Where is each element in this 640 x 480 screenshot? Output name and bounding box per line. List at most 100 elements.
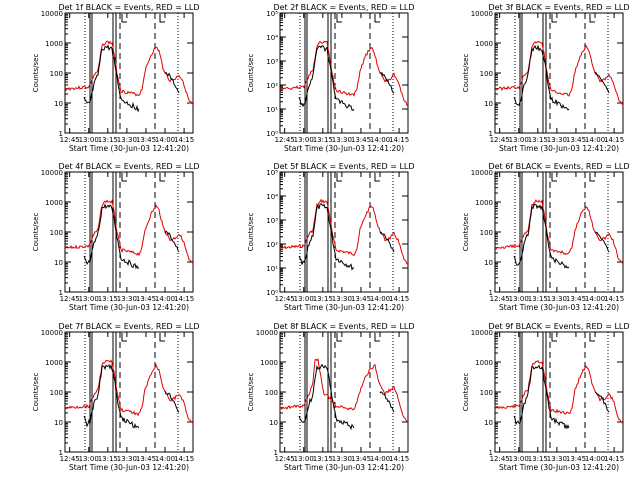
- chart-title: Det 7f BLACK = Events, RED = LLD: [58, 322, 199, 331]
- x-axis-label: Start Time (30-Jun-03 12:41:20): [284, 463, 404, 472]
- x-tick-label: 12:45: [490, 295, 510, 303]
- chart-title: Det 4f BLACK = Events, RED = LLD: [58, 162, 199, 171]
- chart-title: Det 9f BLACK = Events, RED = LLD: [488, 322, 629, 331]
- y-tick-label: 1: [489, 289, 493, 297]
- x-axis-label: Start Time (30-Jun-03 12:41:20): [284, 144, 404, 153]
- y-axis-label: Counts/sec: [462, 213, 470, 252]
- y-axis-label: Counts/sec: [462, 373, 470, 412]
- x-tick-label: 13:30: [332, 295, 352, 303]
- y-tick-label: 1: [59, 289, 63, 297]
- x-tick-label: 13:30: [547, 295, 567, 303]
- flag-marker: [159, 333, 165, 342]
- plot-frame: [64, 12, 194, 134]
- events-series-line: [83, 203, 140, 270]
- x-tick-label: 13:00: [509, 136, 529, 144]
- chart-title: Det 2f BLACK = Events, RED = LLD: [273, 3, 414, 12]
- chart-panel-2: Det 2f BLACK = Events, RED = LLD 10⁰ 10¹ 10…: [247, 3, 415, 153]
- x-axis-label: Start Time (30-Jun-03 12:41:20): [499, 463, 619, 472]
- x-tick-label: 13:00: [509, 455, 529, 463]
- y-tick-label: 10¹: [266, 106, 278, 114]
- events-series-line: [164, 230, 180, 253]
- flag-marker: [589, 333, 595, 342]
- flag-marker: [159, 14, 165, 23]
- lld-series-line: [279, 40, 409, 106]
- y-tick-label: 10⁵: [266, 10, 278, 18]
- y-tick-label: 10000: [471, 169, 493, 177]
- x-tick-label: 13:30: [117, 136, 137, 144]
- y-tick-label: 10⁴: [266, 34, 278, 42]
- events-series-line: [594, 231, 610, 253]
- events-series-line: [594, 71, 610, 94]
- chart-panel-3: Det 3f BLACK = Events, RED = LLD 1 10 100 10…: [462, 3, 630, 153]
- x-tick-label: 13:45: [566, 455, 586, 463]
- y-tick-label: 10⁵: [266, 169, 278, 177]
- x-tick-label: 13:00: [294, 455, 314, 463]
- y-tick-label: 10000: [256, 329, 278, 337]
- y-axis-label: Counts/sec: [32, 54, 40, 93]
- x-tick-label: 13:15: [313, 136, 333, 144]
- y-tick-label: 100: [480, 70, 493, 78]
- lld-series-line: [494, 359, 624, 425]
- x-tick-label: 14:00: [585, 295, 605, 303]
- flag-marker: [589, 14, 595, 23]
- x-tick-label: 13:15: [528, 295, 548, 303]
- x-tick-label: 14:15: [389, 136, 409, 144]
- x-tick-label: 14:00: [155, 295, 175, 303]
- lld-series-line: [64, 359, 194, 425]
- x-tick-label: 12:45: [60, 295, 80, 303]
- y-axis-label: Counts/sec: [462, 54, 470, 93]
- plot-frame: [494, 171, 624, 293]
- x-tick-label: 13:45: [351, 136, 371, 144]
- y-tick-label: 1000: [45, 40, 63, 48]
- y-tick-label: 1000: [45, 199, 63, 207]
- x-tick-label: 13:30: [117, 295, 137, 303]
- x-tick-label: 13:45: [136, 295, 156, 303]
- x-tick-label: 13:30: [547, 455, 567, 463]
- y-tick-label: 100: [50, 229, 63, 237]
- y-axis-label: Counts/sec: [247, 54, 255, 93]
- chart-title: Det 1f BLACK = Events, RED = LLD: [58, 3, 199, 12]
- chart-title: Det 6f BLACK = Events, RED = LLD: [488, 162, 629, 171]
- y-tick-label: 10: [269, 419, 278, 427]
- events-series-line: [164, 390, 180, 413]
- flag-marker: [551, 333, 557, 342]
- x-tick-label: 12:45: [275, 136, 295, 144]
- plot-frame: [64, 171, 194, 293]
- x-tick-label: 12:45: [275, 455, 295, 463]
- y-axis-label: Counts/sec: [32, 213, 40, 252]
- plot-frame: [64, 331, 194, 453]
- y-tick-label: 1000: [260, 359, 278, 367]
- x-axis-label: Start Time (30-Jun-03 12:41:20): [499, 144, 619, 153]
- flag-marker: [374, 14, 380, 23]
- x-tick-label: 13:15: [313, 455, 333, 463]
- x-tick-label: 14:15: [174, 455, 194, 463]
- y-tick-label: 10: [54, 259, 63, 267]
- chart-panel-7: Det 7f BLACK = Events, RED = LLD 1 10 100 10…: [32, 322, 200, 472]
- x-axis-label: Start Time (30-Jun-03 12:41:20): [499, 303, 619, 312]
- x-axis-label: Start Time (30-Jun-03 12:41:20): [69, 463, 189, 472]
- x-tick-label: 13:00: [294, 136, 314, 144]
- x-tick-label: 12:45: [60, 136, 80, 144]
- x-tick-label: 14:15: [389, 455, 409, 463]
- x-tick-label: 13:15: [98, 295, 118, 303]
- x-axis-label: Start Time (30-Jun-03 12:41:20): [284, 303, 404, 312]
- x-tick-label: 13:30: [117, 455, 137, 463]
- y-tick-label: 10000: [41, 169, 63, 177]
- y-tick-label: 1: [59, 130, 63, 138]
- flag-marker: [551, 14, 557, 23]
- x-tick-label: 13:00: [79, 136, 99, 144]
- y-axis-label: Counts/sec: [247, 213, 255, 252]
- events-series-line: [298, 203, 355, 271]
- chart-title: Det 5f BLACK = Events, RED = LLD: [273, 162, 414, 171]
- events-series-line: [83, 44, 140, 113]
- lld-series-line: [494, 40, 624, 106]
- x-tick-label: 14:00: [370, 295, 390, 303]
- plot-frame: [494, 331, 624, 453]
- y-tick-label: 100: [50, 70, 63, 78]
- events-series-line: [379, 231, 395, 253]
- chart-panel-8: Det 8f BLACK = Events, RED = LLD 1 10 100 10…: [247, 322, 415, 472]
- x-tick-label: 13:15: [313, 295, 333, 303]
- x-tick-label: 14:15: [604, 136, 624, 144]
- y-tick-label: 10³: [266, 58, 278, 66]
- y-tick-label: 10000: [471, 10, 493, 18]
